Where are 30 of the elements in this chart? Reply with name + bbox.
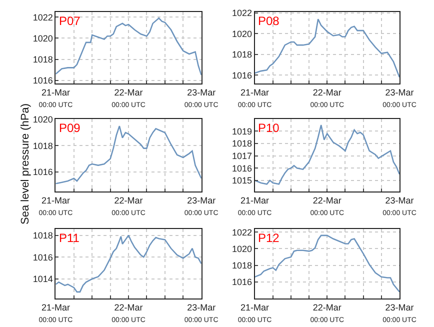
chart-title: P12 — [258, 231, 280, 245]
y-tick-label: 1018 — [32, 54, 53, 64]
y-tick-label: 1016 — [32, 167, 53, 178]
y-tick-label: 1018 — [232, 260, 252, 270]
y-tick-label: 1016 — [232, 277, 252, 288]
chart-title: P09 — [59, 121, 81, 135]
y-tick-label: 1019 — [232, 126, 252, 136]
y-axis-title: Sea level pressure (hPa) — [20, 103, 32, 224]
y-tick-label: 1022 — [232, 227, 252, 238]
y-tick-label: 1014 — [32, 274, 53, 284]
y-tick-label: 1020 — [232, 244, 252, 254]
y-tick-label: 1020 — [232, 28, 252, 39]
y-tick-label: 1016 — [32, 76, 53, 86]
y-tick-label: 1022 — [32, 12, 53, 22]
y-tick-label: 1020 — [32, 114, 53, 125]
y-tick-label: 1016 — [232, 70, 252, 80]
y-tick-label: 1020 — [32, 33, 53, 44]
y-tick-label: 1018 — [32, 140, 53, 151]
y-tick-label: 1017 — [232, 150, 252, 161]
y-tick-label: 1015 — [232, 176, 252, 186]
chart-title: P07 — [59, 14, 81, 28]
chart-title: P11 — [59, 231, 80, 245]
y-tick-label: 1016 — [32, 252, 53, 262]
y-tick-label: 1016 — [232, 163, 252, 174]
y-tick-label: 1018 — [232, 138, 252, 149]
y-tick-label: 1022 — [232, 8, 252, 18]
chart-title: P10 — [258, 121, 280, 135]
y-tick-label: 1018 — [232, 50, 252, 60]
y-tick-label: 1018 — [32, 230, 53, 240]
chart-title: P08 — [258, 14, 280, 28]
